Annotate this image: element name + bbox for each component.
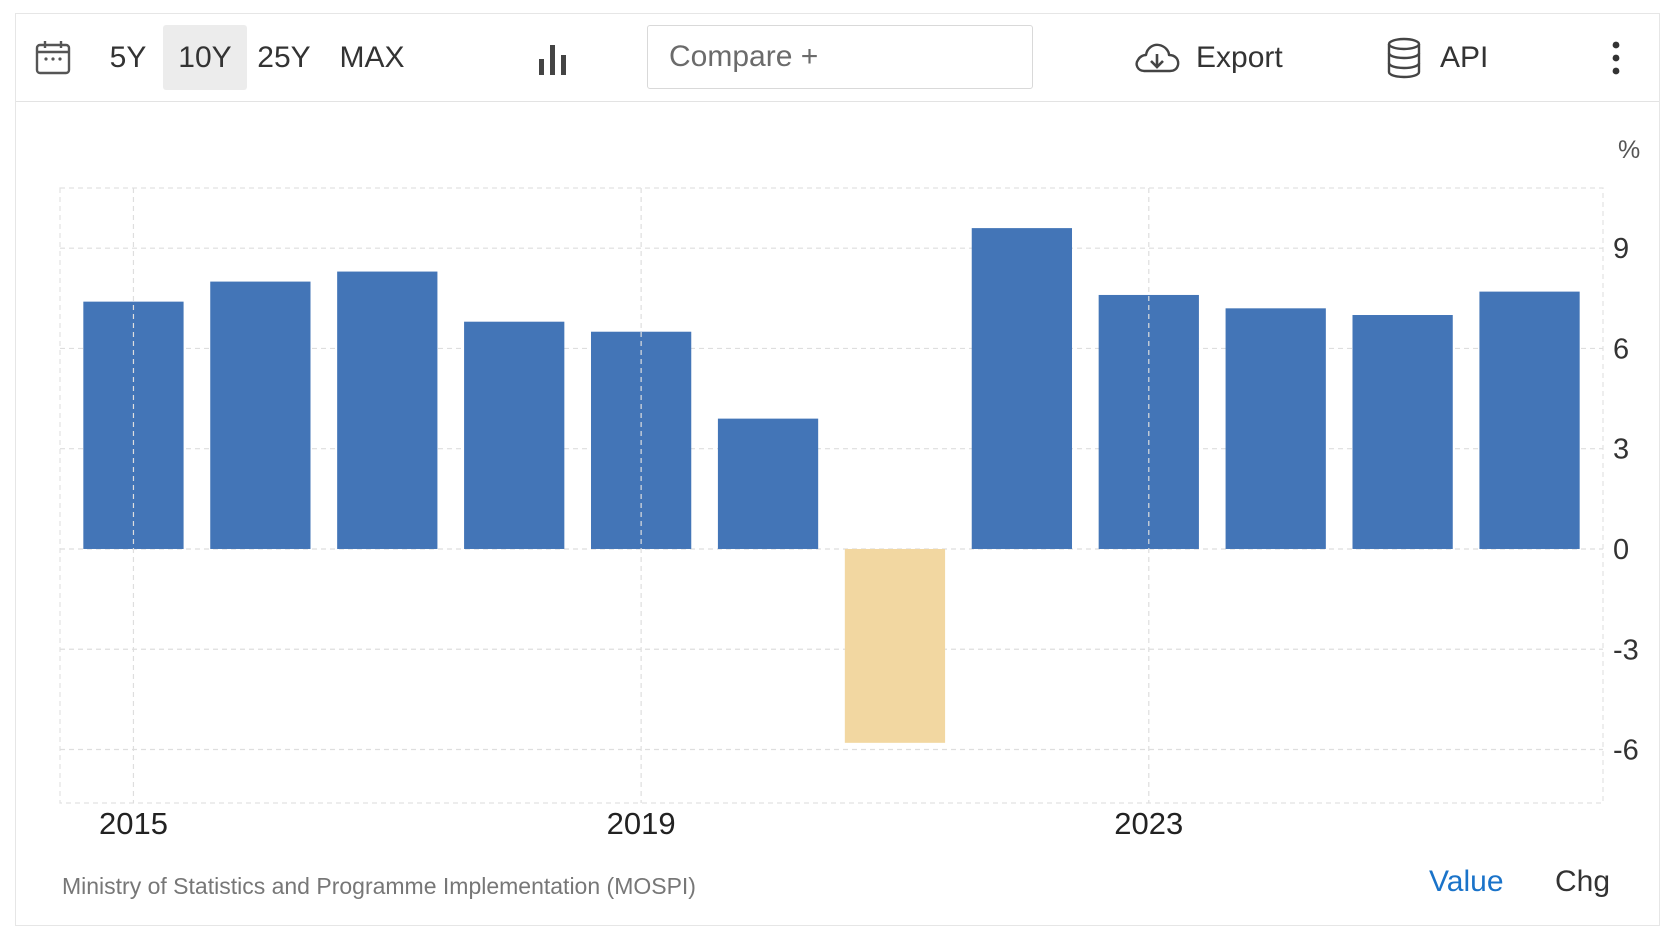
x-tick-label: 2015 xyxy=(99,806,168,841)
bar-2026 xyxy=(1479,291,1580,549)
x-tick-label: 2023 xyxy=(1114,806,1183,841)
y-tick-label: 0 xyxy=(1613,534,1629,566)
y-tick-label: 3 xyxy=(1613,434,1629,466)
chg-toggle[interactable]: Chg xyxy=(1555,865,1611,898)
api-button[interactable]: API xyxy=(1386,14,1488,101)
compare-input[interactable]: Compare + xyxy=(647,25,1033,89)
bar-2016 xyxy=(210,281,311,549)
bar-chart-icon[interactable] xyxy=(536,14,572,101)
plot-area xyxy=(59,187,1604,804)
range-5y-button[interactable]: 5Y xyxy=(109,40,147,74)
y-tick-label: -6 xyxy=(1613,735,1639,767)
bar-2024 xyxy=(1225,308,1326,549)
export-button[interactable]: Export xyxy=(1132,14,1283,101)
bar-2020 xyxy=(717,418,819,549)
range-10y-button[interactable]: 10Y xyxy=(163,25,247,90)
range-25y-button[interactable]: 25Y xyxy=(257,40,311,74)
range-max-button[interactable]: MAX xyxy=(339,40,405,74)
toolbar: 5Y 10Y 25Y MAX Compare + Export API xyxy=(16,14,1659,102)
value-toggle[interactable]: Value xyxy=(1429,865,1504,898)
y-tick-label: 9 xyxy=(1613,233,1629,265)
database-icon xyxy=(1387,37,1421,78)
x-tick-label: 2019 xyxy=(607,806,676,841)
api-label: API xyxy=(1440,40,1489,74)
y-tick-label: -3 xyxy=(1613,634,1639,666)
y-unit-label: % xyxy=(1618,136,1640,164)
bar-2021 xyxy=(844,548,946,743)
cloud-download-icon xyxy=(1135,43,1180,72)
vertical-dots-icon[interactable] xyxy=(1610,14,1630,101)
calendar-icon[interactable] xyxy=(34,14,74,101)
bar-2017 xyxy=(337,271,438,549)
bar-2022 xyxy=(971,228,1073,549)
chart-frame xyxy=(15,13,1660,926)
bar-2018 xyxy=(464,321,565,549)
source-attribution: Ministry of Statistics and Programme Imp… xyxy=(62,873,696,899)
bar-2025 xyxy=(1352,315,1453,549)
export-label: Export xyxy=(1196,40,1283,74)
y-tick-label: 6 xyxy=(1613,333,1629,365)
